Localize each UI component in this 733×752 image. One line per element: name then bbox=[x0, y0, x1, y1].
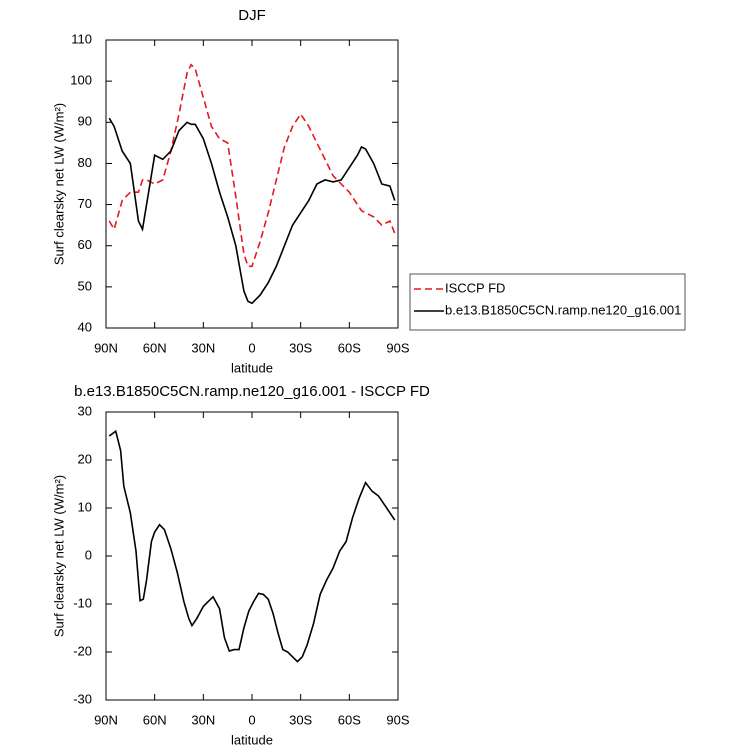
y-tick-label: 60 bbox=[78, 237, 92, 252]
x-tick-label: 90S bbox=[386, 340, 409, 355]
y-tick-label: -30 bbox=[73, 691, 92, 706]
x-tick-label: 60N bbox=[143, 340, 167, 355]
x-tick-label: 90N bbox=[94, 340, 118, 355]
y-tick-label: 70 bbox=[78, 196, 92, 211]
x-tick-label: 60S bbox=[338, 712, 361, 727]
y-tick-label: 30 bbox=[78, 403, 92, 418]
y-axis-label: Surf clearsky net LW (W/m²) bbox=[51, 475, 66, 637]
x-tick-label: 30S bbox=[289, 340, 312, 355]
x-tick-label: 30N bbox=[191, 340, 215, 355]
legend-label: ISCCP FD bbox=[445, 280, 505, 295]
y-tick-label: 0 bbox=[85, 547, 92, 562]
x-tick-label: 30S bbox=[289, 712, 312, 727]
legend-label: b.e13.B1850C5CN.ramp.ne120_g16.001 bbox=[445, 302, 681, 317]
chart-title: DJF bbox=[238, 7, 266, 24]
y-tick-label: 90 bbox=[78, 114, 92, 129]
x-tick-label: 60S bbox=[338, 340, 361, 355]
y-tick-label: 50 bbox=[78, 278, 92, 293]
x-tick-label: 30N bbox=[191, 712, 215, 727]
x-tick-label: 90N bbox=[94, 712, 118, 727]
x-tick-label: 0 bbox=[248, 340, 255, 355]
data-line bbox=[108, 117, 396, 305]
x-axis-label: latitude bbox=[231, 732, 273, 747]
y-tick-label: 40 bbox=[78, 319, 92, 334]
x-tick-label: 0 bbox=[248, 712, 255, 727]
y-tick-label: -10 bbox=[73, 595, 92, 610]
y-tick-label: 20 bbox=[78, 451, 92, 466]
y-tick-label: 100 bbox=[70, 73, 92, 88]
x-tick-label: 90S bbox=[386, 712, 409, 727]
y-axis-label: Surf clearsky net LW (W/m²) bbox=[51, 103, 66, 265]
data-line bbox=[108, 429, 396, 663]
data-line bbox=[108, 63, 396, 268]
x-axis-label: latitude bbox=[231, 360, 273, 375]
legend-box bbox=[409, 273, 686, 331]
y-tick-label: 10 bbox=[78, 499, 92, 514]
x-tick-label: 60N bbox=[143, 712, 167, 727]
y-tick-label: 110 bbox=[71, 31, 92, 46]
y-tick-label: 80 bbox=[78, 155, 92, 170]
chart-title: b.e13.B1850C5CN.ramp.ne120_g16.001 - ISC… bbox=[74, 383, 430, 400]
y-tick-label: -20 bbox=[73, 643, 92, 658]
